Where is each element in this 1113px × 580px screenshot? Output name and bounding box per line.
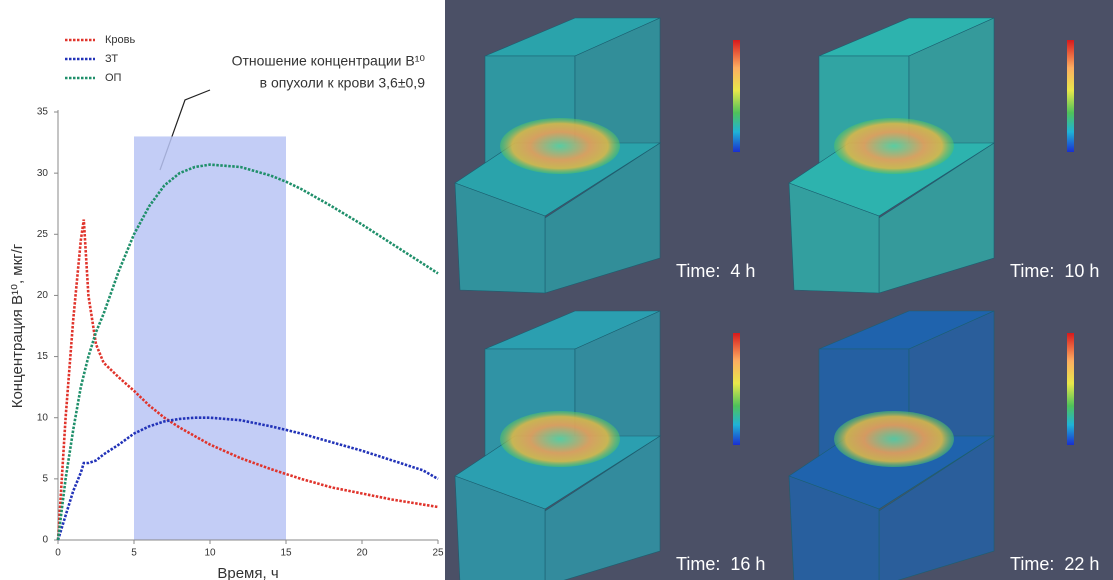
- y-axis-label: Концентрация B¹⁰, мкг/г: [9, 243, 26, 408]
- page: {"chart_data": {"type": "line", "y_label…: [0, 0, 1113, 580]
- legend-label: ОП: [105, 72, 122, 84]
- x-tick-label: 10: [204, 548, 216, 559]
- colorbar: [1067, 40, 1074, 152]
- time-label: Time: 10 h: [1010, 261, 1099, 281]
- x-tick-label: 0: [55, 548, 61, 559]
- tumor: [500, 411, 620, 467]
- legend-label: ЗТ: [105, 53, 118, 65]
- annotation: Отношение концентрации B¹⁰: [232, 53, 426, 69]
- colorbar: [733, 333, 740, 445]
- y-tick-label: 30: [37, 168, 49, 179]
- time-label: Time: 4 h: [676, 261, 755, 281]
- x-tick-label: 20: [356, 548, 368, 559]
- y-tick-label: 5: [42, 473, 48, 484]
- colorbar: [1067, 333, 1074, 445]
- y-tick-label: 35: [37, 107, 49, 118]
- annotation: в опухоли к крови 3,6±0,9: [260, 75, 426, 91]
- x-axis-label: Время, ч: [217, 565, 278, 580]
- x-tick-label: 25: [432, 548, 444, 559]
- y-tick-label: 20: [37, 290, 49, 301]
- tumor: [500, 118, 620, 174]
- y-tick-label: 0: [42, 535, 48, 546]
- y-tick-label: 10: [37, 412, 49, 423]
- colorbar: [733, 40, 740, 152]
- y-tick-label: 25: [37, 229, 49, 240]
- x-tick-label: 15: [280, 548, 292, 559]
- legend-label: Кровь: [105, 34, 135, 46]
- x-tick-label: 5: [131, 548, 137, 559]
- figure: Концентрация B¹⁰, мкг/г Время, ч Отношен…: [0, 0, 1113, 580]
- tumor: [834, 411, 954, 467]
- y-tick-label: 15: [37, 351, 49, 362]
- time-label: Time: 22 h: [1010, 554, 1099, 574]
- time-label: Time: 16 h: [676, 554, 765, 574]
- tumor: [834, 118, 954, 174]
